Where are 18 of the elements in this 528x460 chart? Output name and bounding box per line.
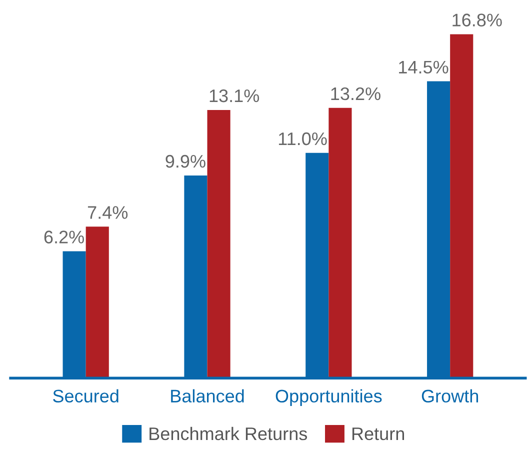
legend-label: Benchmark Returns: [150, 426, 308, 440]
data-label: 14.5%: [399, 60, 448, 74]
bar: [450, 34, 474, 378]
data-label: 11.0%: [278, 132, 327, 146]
data-label: 7.4%: [88, 206, 128, 219]
data-label: 13.2%: [331, 87, 380, 100]
x-tick-label: Balanced: [171, 389, 244, 402]
bar: [328, 108, 352, 378]
legend-label: Return: [352, 428, 404, 440]
x-tick-label: Secured: [53, 389, 118, 402]
bar: [86, 226, 109, 378]
x-tick-label: Growth: [422, 389, 478, 402]
bar: [207, 110, 230, 378]
x-tick-label: Opportunities: [276, 389, 382, 406]
data-label: 16.8%: [452, 14, 502, 26]
data-label: 9.9%: [166, 154, 206, 168]
data-label: 13.1%: [210, 89, 260, 102]
data-label: 6.2%: [44, 230, 84, 244]
